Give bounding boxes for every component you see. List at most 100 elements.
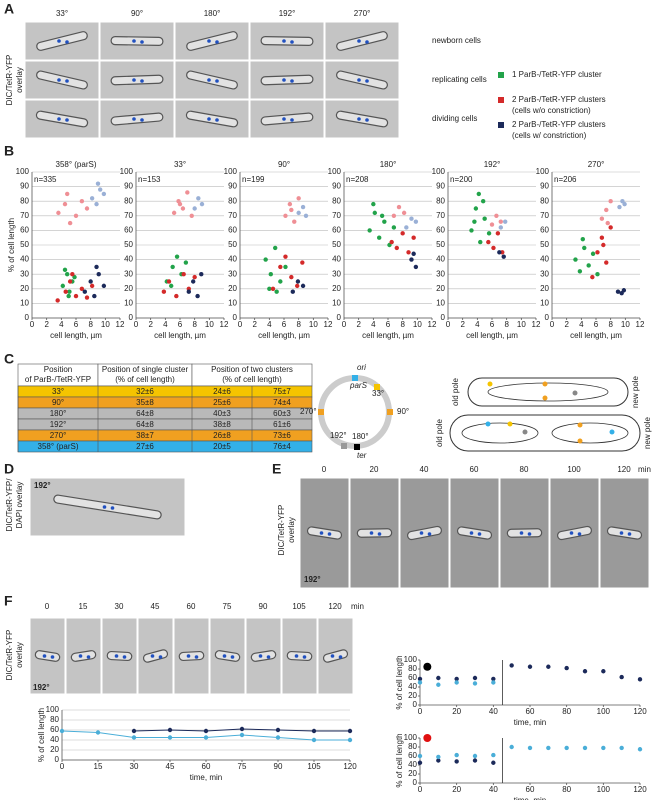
- data-point: [174, 254, 180, 259]
- y-tick-label: 30: [436, 269, 445, 278]
- x-tick-label: 60: [202, 762, 211, 771]
- time-label: 75: [223, 602, 232, 611]
- data-point: [267, 286, 272, 291]
- data-point: [169, 283, 174, 289]
- data-point: [131, 728, 137, 734]
- cell: [70, 650, 97, 662]
- data-point: [617, 204, 622, 210]
- data-point: [486, 239, 491, 245]
- y-tick-label: 100: [404, 655, 418, 664]
- data-point: [595, 250, 600, 255]
- data-point: [417, 760, 423, 765]
- cell: [260, 112, 314, 126]
- pole-label: new pole: [631, 375, 640, 408]
- cell: [106, 650, 133, 662]
- panel-label: C: [4, 351, 14, 367]
- y-tick-label: 20: [228, 284, 237, 293]
- focus: [140, 40, 144, 44]
- x-axis-label: cell length, µm: [362, 331, 414, 340]
- focus: [186, 654, 191, 658]
- data-point: [278, 264, 283, 270]
- cell: [34, 650, 61, 662]
- data-point: [619, 674, 624, 680]
- cell: [110, 36, 164, 46]
- cell: [36, 70, 88, 90]
- y-tick-label: 60: [540, 226, 549, 235]
- focus: [150, 654, 155, 658]
- circle-label: 180°: [352, 432, 369, 441]
- x-tick-label: 60: [526, 785, 535, 794]
- focus: [569, 531, 574, 535]
- y-tick-label: 30: [20, 269, 29, 278]
- focus: [215, 118, 219, 122]
- legend-swatch: [498, 72, 504, 78]
- y-tick-label: 70: [124, 211, 133, 220]
- pole-label: new pole: [643, 416, 652, 449]
- focus: [50, 655, 55, 659]
- focus: [207, 117, 211, 121]
- x-axis-label: cell length, µm: [570, 331, 622, 340]
- x-tick-label: 8: [296, 320, 301, 329]
- y-tick-label: 0: [233, 313, 238, 322]
- data-point: [296, 196, 301, 201]
- focus: [290, 40, 294, 44]
- data-point: [601, 242, 606, 248]
- data-point: [55, 298, 60, 303]
- y-tick-label: 60: [436, 226, 445, 235]
- data-point: [65, 272, 70, 277]
- locus: [341, 443, 347, 449]
- y-tick-label: 70: [332, 211, 341, 220]
- cell: [110, 74, 164, 86]
- data-point: [590, 274, 595, 280]
- column-label: 33°: [56, 9, 68, 18]
- y-tick-label: 80: [50, 715, 59, 724]
- row-label: newborn cells: [432, 36, 481, 45]
- legend-text: (cells w/ constriction): [512, 131, 587, 140]
- data-point: [472, 758, 478, 763]
- focus: [230, 655, 235, 659]
- data-point: [469, 228, 474, 233]
- data-point: [131, 735, 137, 740]
- y-tick-label: 0: [441, 313, 446, 322]
- table-cell: 64±8: [136, 420, 154, 429]
- legend-text: (cells w/o constriction): [512, 106, 591, 115]
- data-point: [494, 213, 499, 218]
- focus: [294, 654, 299, 658]
- x-tick-label: 8: [400, 320, 405, 329]
- y-tick-label: 0: [337, 313, 342, 322]
- data-point: [92, 293, 97, 299]
- locus: [572, 390, 578, 396]
- focus: [477, 532, 482, 536]
- data-point: [371, 201, 376, 207]
- focus: [110, 506, 115, 510]
- data-point: [411, 251, 416, 256]
- table-cell: 27±6: [136, 442, 154, 451]
- data-point: [595, 272, 600, 277]
- cell-outline: [449, 414, 641, 452]
- chart-title: 192°: [484, 160, 501, 169]
- data-point: [400, 231, 405, 236]
- circle-label: parS: [349, 381, 368, 390]
- data-point: [63, 289, 68, 294]
- chart-title: 358° (parS): [56, 160, 97, 169]
- x-tick-label: 6: [178, 320, 183, 329]
- data-point: [295, 279, 301, 284]
- x-tick-label: 2: [564, 320, 569, 329]
- data-point: [577, 269, 583, 274]
- x-tick-label: 10: [413, 320, 422, 329]
- locus: [352, 375, 358, 381]
- nucleoid: [461, 422, 539, 444]
- data-point: [79, 286, 85, 291]
- circle-label: 33°: [372, 389, 384, 398]
- x-tick-label: 10: [309, 320, 318, 329]
- table-header: Position: [44, 365, 72, 374]
- panel-label: B: [4, 143, 14, 159]
- cell: [142, 649, 169, 663]
- x-tick-label: 4: [59, 320, 64, 329]
- y-tick-label: 100: [16, 167, 30, 176]
- focus: [365, 79, 369, 83]
- focus: [65, 118, 69, 122]
- x-tick-label: 60: [526, 707, 535, 716]
- time-label: 90: [259, 602, 268, 611]
- locus: [354, 444, 360, 450]
